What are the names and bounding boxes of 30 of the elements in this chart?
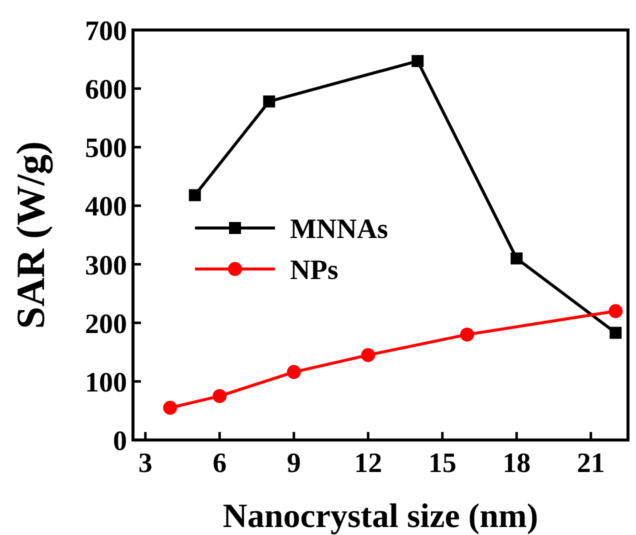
- point: [412, 55, 424, 68]
- x-tick-label: 3: [138, 448, 152, 479]
- y-axis-title: SAR (W/g): [8, 141, 53, 329]
- point: [510, 252, 523, 264]
- x-axis-title: Nanocrystal size (nm): [222, 498, 538, 535]
- y-tick-label: 200: [85, 308, 127, 340]
- point: [163, 400, 178, 415]
- point: [188, 189, 201, 202]
- legend-label: MNNAs: [290, 214, 388, 245]
- point: [608, 304, 623, 318]
- y-tick-label: 400: [85, 192, 127, 223]
- point: [212, 389, 227, 404]
- point: [286, 365, 301, 380]
- point: [361, 348, 376, 362]
- point: [610, 326, 622, 339]
- y-tick-label: 100: [85, 367, 127, 398]
- y-tick-label: 0: [113, 426, 127, 457]
- point: [263, 95, 276, 108]
- x-tick-label: 9: [286, 448, 301, 479]
- y-tick-label: 600: [85, 74, 127, 106]
- x-tick-label: 18: [502, 448, 531, 479]
- y-tick-label: 300: [85, 250, 127, 282]
- x-tick-label: 21: [576, 448, 605, 479]
- x-tick-label: 6: [212, 448, 227, 479]
- point: [460, 328, 474, 342]
- x-tick-label: 12: [354, 448, 382, 479]
- x-tick-label: 15: [428, 448, 456, 479]
- y-tick-label: 700: [85, 16, 127, 47]
- y-tick-label: 500: [85, 133, 127, 164]
- legend-label: NPs: [290, 255, 338, 286]
